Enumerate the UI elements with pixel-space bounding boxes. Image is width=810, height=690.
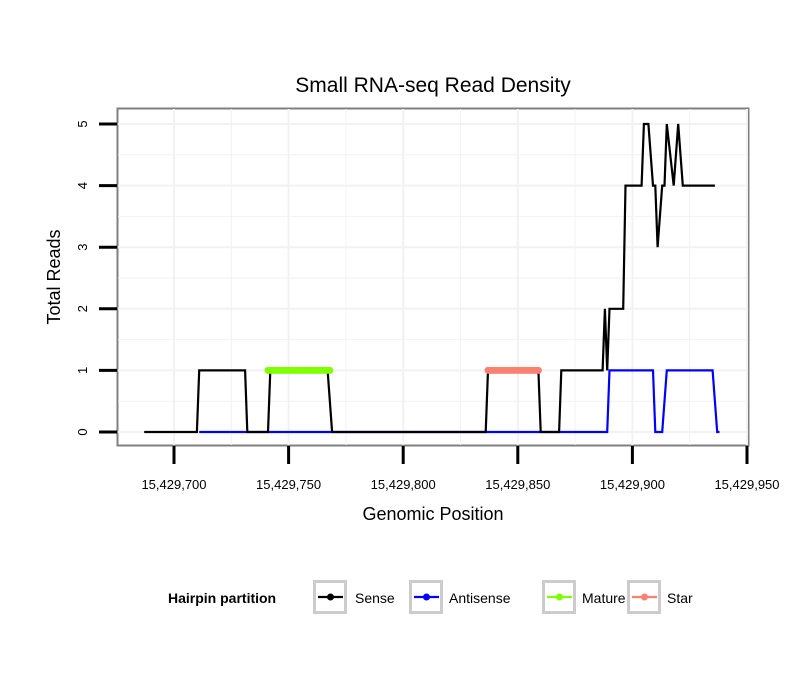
x-tick-label: 15,429,850 — [485, 477, 550, 492]
x-tick-label: 15,429,900 — [600, 477, 665, 492]
series-layer — [144, 122, 720, 434]
series-line-antisense — [199, 369, 720, 434]
legend-label-star: Star — [667, 590, 693, 606]
y-axis: 0 1 2 3 4 5 — [75, 120, 117, 436]
legend-key-point-sense — [327, 593, 334, 601]
legend-title: Hairpin partition — [168, 590, 276, 606]
legend-item-antisense: Antisense — [409, 580, 511, 614]
x-tick-label: 15,429,700 — [141, 477, 206, 492]
x-tick-label: 15,429,950 — [714, 477, 779, 492]
x-axis: 15,429,700 15,429,750 15,429,800 15,429,850… — [141, 446, 780, 492]
legend-item-star: Star — [627, 580, 693, 614]
legend-label-mature: Mature — [582, 590, 626, 606]
legend-item-mature: Mature — [542, 580, 626, 614]
x-tick-label: 15,429,750 — [256, 477, 321, 492]
y-tick-label: 0 — [75, 428, 90, 435]
legend-label-sense: Sense — [355, 590, 395, 606]
legend-item-sense: Sense — [313, 580, 395, 614]
y-tick-label: 5 — [75, 120, 90, 127]
data-point-mature — [326, 366, 334, 374]
y-tick-label: 3 — [75, 244, 90, 251]
legend-key-point-antisense — [423, 593, 430, 601]
legend-key-point-mature — [556, 593, 563, 601]
chart-title: Small RNA-seq Read Density — [295, 74, 571, 97]
series-line-sense — [144, 122, 715, 434]
y-axis-label: Total Reads — [44, 229, 64, 324]
legend: Hairpin partition Sense Antisense Mature St… — [168, 580, 693, 614]
legend-label-antisense: Antisense — [449, 590, 511, 606]
data-point-star — [534, 366, 542, 374]
y-tick-label: 2 — [75, 305, 90, 312]
x-axis-label: Genomic Position — [362, 504, 503, 524]
y-tick-label: 1 — [75, 367, 90, 374]
legend-key-point-star — [641, 593, 648, 601]
y-tick-label: 4 — [75, 182, 90, 189]
x-tick-label: 15,429,800 — [371, 477, 436, 492]
